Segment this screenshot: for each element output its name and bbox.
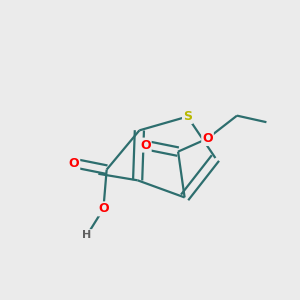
Text: O: O — [140, 139, 151, 152]
Text: H: H — [82, 230, 92, 240]
Text: O: O — [69, 157, 79, 169]
Text: O: O — [98, 202, 109, 215]
Text: O: O — [202, 132, 213, 145]
Text: S: S — [183, 110, 192, 123]
